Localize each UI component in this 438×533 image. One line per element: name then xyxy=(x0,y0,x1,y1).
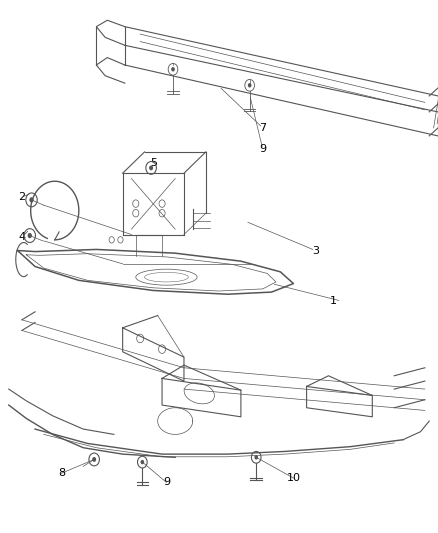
Circle shape xyxy=(141,460,144,464)
Text: 9: 9 xyxy=(259,144,266,154)
Circle shape xyxy=(149,165,153,171)
Circle shape xyxy=(29,197,34,203)
Circle shape xyxy=(28,233,32,238)
Text: 9: 9 xyxy=(163,478,170,487)
Circle shape xyxy=(254,455,258,459)
Text: 2: 2 xyxy=(18,192,25,202)
Text: 7: 7 xyxy=(259,123,266,133)
Text: 5: 5 xyxy=(150,158,157,167)
Circle shape xyxy=(171,67,175,71)
Circle shape xyxy=(92,457,96,462)
Text: 1: 1 xyxy=(329,296,336,306)
Text: 8: 8 xyxy=(58,469,65,478)
Text: 10: 10 xyxy=(286,473,300,483)
Text: 3: 3 xyxy=(312,246,319,255)
Circle shape xyxy=(248,83,251,87)
Text: 4: 4 xyxy=(18,232,25,242)
